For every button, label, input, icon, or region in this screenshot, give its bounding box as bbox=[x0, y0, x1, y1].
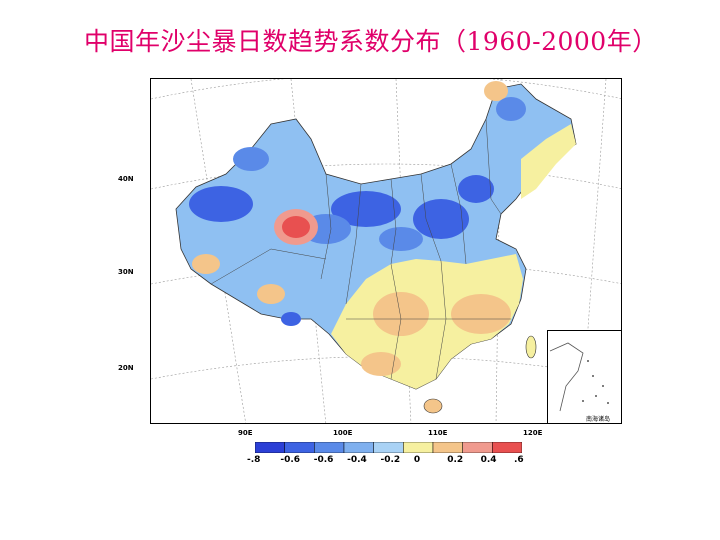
hotspot-core bbox=[282, 216, 310, 238]
colorbar-label: .6 bbox=[514, 455, 524, 465]
lon-label-90e: 90E bbox=[238, 429, 253, 437]
negative-patches bbox=[233, 97, 526, 251]
lat-label-20n: 20N bbox=[118, 364, 134, 372]
province-boundaries bbox=[210, 118, 511, 380]
lon-label-100e: 100E bbox=[333, 429, 353, 437]
south-china-sea-inset bbox=[547, 330, 622, 424]
lon-label-120e: 120E bbox=[523, 429, 543, 437]
map-title: 中国年沙尘暴日数趋势系数分布（1960-2000年） bbox=[84, 27, 658, 56]
colorbar-label: -.8 bbox=[247, 455, 261, 465]
colorbar bbox=[255, 442, 522, 453]
northeast-neutral-region bbox=[521, 124, 576, 199]
map-frame bbox=[150, 78, 622, 424]
hainan-island bbox=[423, 398, 443, 414]
colorbar-swatch bbox=[492, 442, 522, 453]
colorbar-swatch bbox=[255, 442, 285, 453]
inset-label: 南海诸岛 bbox=[586, 416, 611, 423]
colorbar-swatch bbox=[403, 442, 434, 453]
colorbar-label: 0 bbox=[413, 455, 421, 465]
colorbar-label: -0.6 bbox=[280, 455, 301, 465]
taiwan-island bbox=[525, 335, 537, 359]
colorbar-swatch bbox=[432, 442, 463, 453]
lat-label-30n: 30N bbox=[118, 268, 134, 276]
colorbar-swatch bbox=[462, 442, 493, 453]
colorbar-label: 0.2 bbox=[447, 455, 464, 465]
lat-label-40n: 40N bbox=[118, 175, 134, 183]
colorbar-swatch bbox=[343, 442, 374, 453]
positive-patches bbox=[192, 81, 511, 376]
colorbar-label: -0.2 bbox=[380, 455, 401, 465]
strong-negative-patches bbox=[189, 175, 494, 326]
colorbar-swatch bbox=[373, 442, 404, 453]
china-trend-map bbox=[151, 79, 621, 423]
colorbar-swatch bbox=[314, 442, 345, 453]
lon-label-110e: 110E bbox=[428, 429, 448, 437]
colorbar-label: -0.4 bbox=[347, 455, 367, 465]
colorbar-label: -0.6 bbox=[313, 455, 334, 465]
colorbar-label: 0.4 bbox=[480, 455, 497, 465]
inset-svg bbox=[549, 342, 609, 412]
colorbar-swatch bbox=[284, 442, 315, 453]
